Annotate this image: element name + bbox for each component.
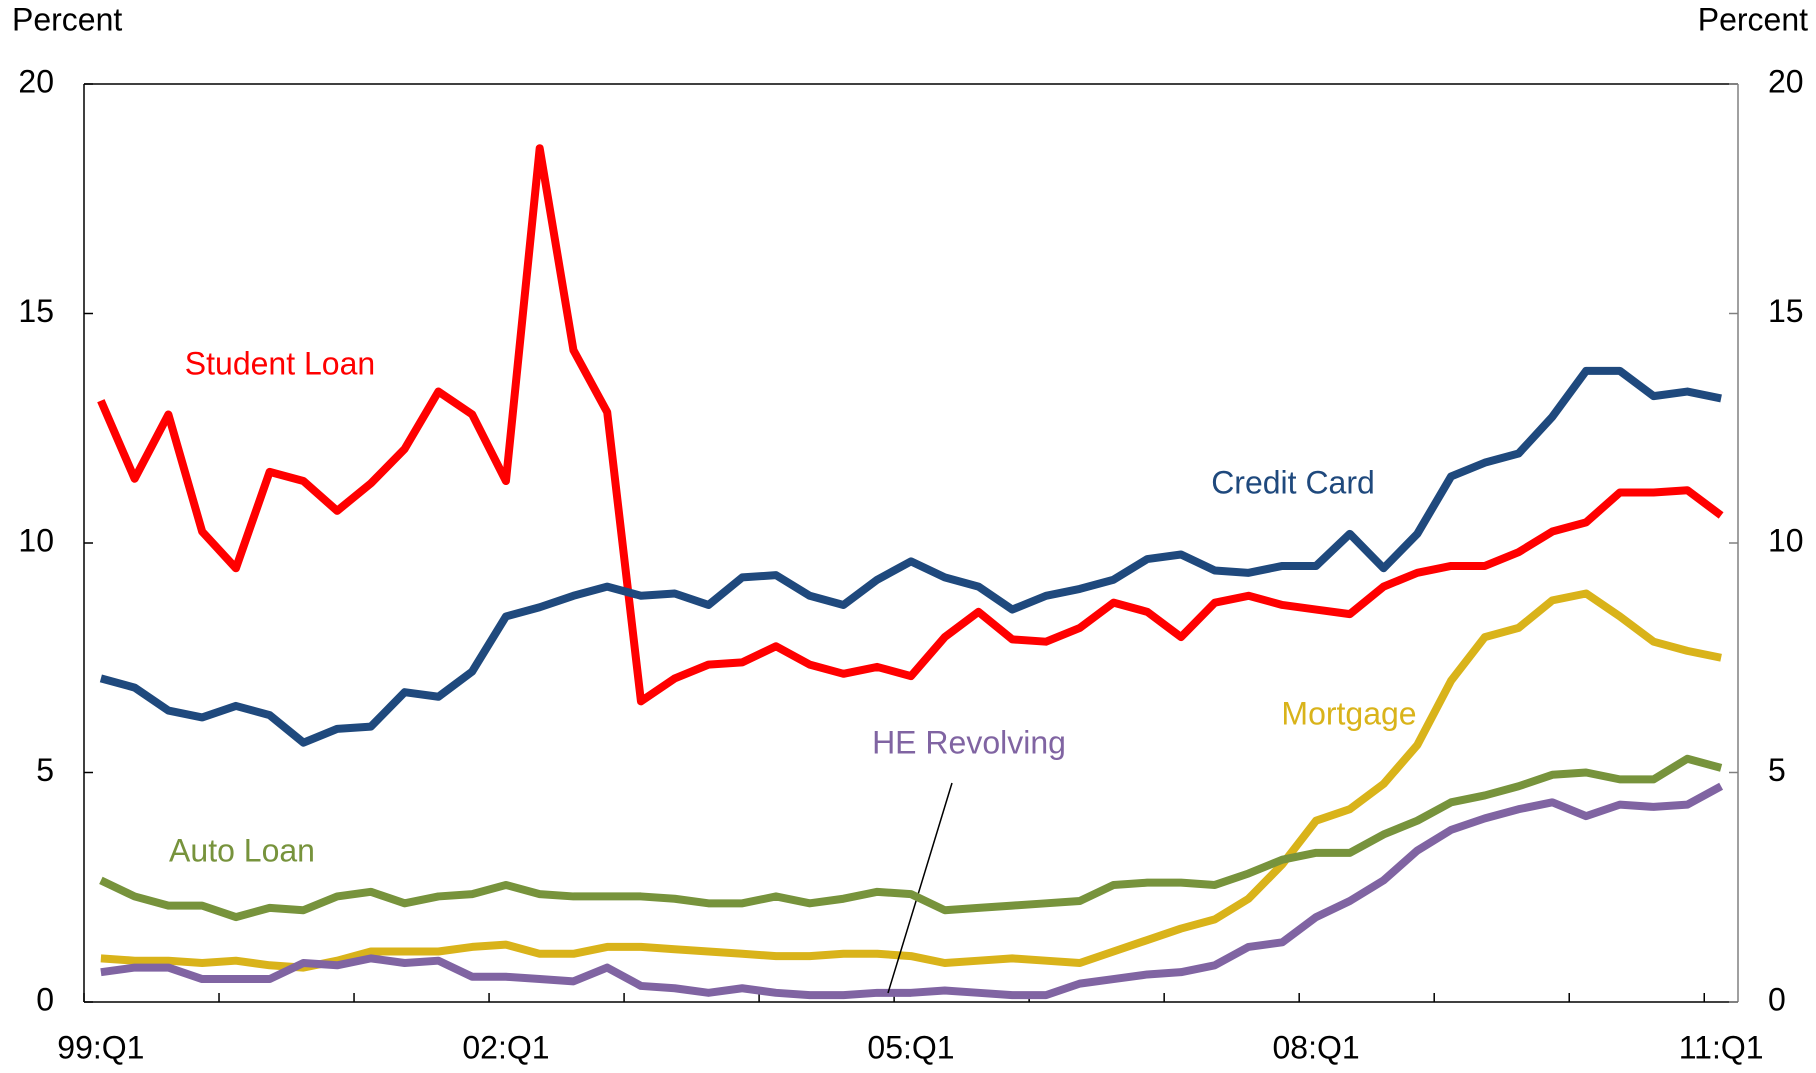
- y-tick-label: 10: [18, 522, 54, 558]
- x-tick-label: 11:Q1: [1679, 1029, 1764, 1065]
- series-label: Student Loan: [185, 345, 375, 381]
- y-axis-label: Percent: [12, 1, 122, 37]
- series-line: [100, 589, 1722, 972]
- y-tick-label: 5: [36, 752, 54, 788]
- y2-tick-label: 20: [1768, 63, 1804, 99]
- series-label: Mortgage: [1281, 695, 1416, 731]
- y2-tick-label: 10: [1768, 522, 1804, 558]
- series-label: Auto Loan: [169, 832, 315, 868]
- y-tick-label: 0: [36, 981, 54, 1017]
- series-line: [99, 366, 1722, 747]
- series-line: [99, 754, 1723, 922]
- y-tick-label: 15: [18, 293, 54, 329]
- leader-line: [887, 782, 953, 994]
- y-tick-label: 20: [18, 63, 54, 99]
- series-line: [97, 144, 1724, 706]
- series-label: Credit Card: [1211, 464, 1375, 500]
- y2-axis-label: Percent: [1698, 1, 1808, 37]
- x-tick-label: 02:Q1: [462, 1029, 549, 1065]
- x-tick-label: 05:Q1: [867, 1029, 954, 1065]
- x-tick-label: 08:Q1: [1272, 1029, 1359, 1065]
- y2-tick-label: 5: [1768, 752, 1786, 788]
- series-label: HE Revolving: [872, 724, 1066, 760]
- x-tick-label: 99:Q1: [57, 1029, 144, 1065]
- y2-tick-label: 0: [1768, 981, 1786, 1017]
- y2-tick-label: 15: [1768, 293, 1804, 329]
- series-line: [100, 782, 1724, 1000]
